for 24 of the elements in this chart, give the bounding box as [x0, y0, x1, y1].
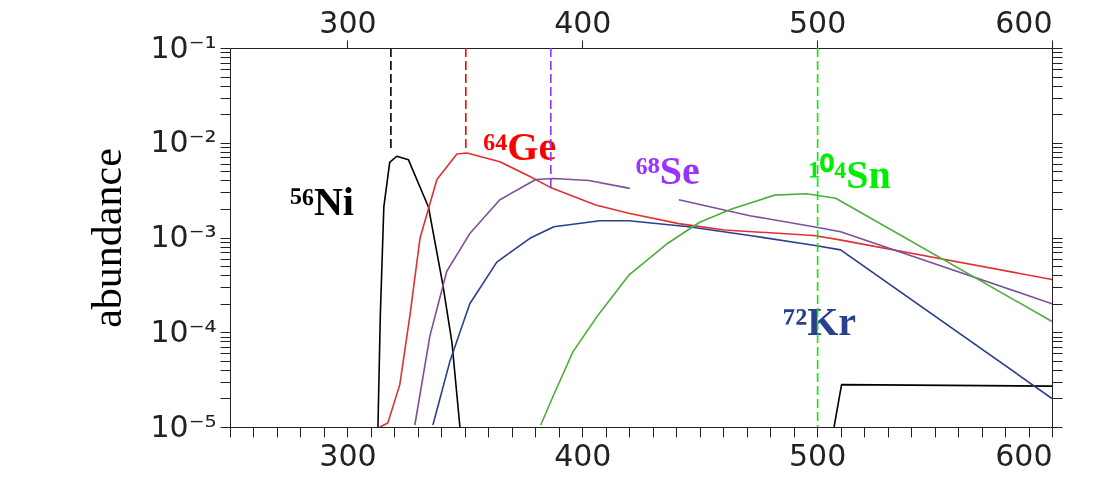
y-tick-label: 10⁻²	[150, 124, 217, 160]
y-tick-label: 10⁻³	[150, 219, 217, 254]
y-tick-label: 10⁻⁴	[150, 313, 217, 349]
series-label: ⁵⁶Ni	[289, 179, 354, 225]
x-tick-label: 400	[554, 4, 612, 40]
x2-tick-label: 500	[789, 437, 847, 473]
text: ⁶⁸Se	[635, 148, 700, 194]
x2-tick-label: 600	[995, 437, 1053, 473]
line-series	[678, 199, 1052, 305]
x-tick-label: 300	[319, 4, 377, 40]
y-tick-label: 10⁻¹	[150, 29, 217, 65]
series-label: ⁶⁴Ge	[483, 124, 557, 170]
x-tick-label: 500	[789, 4, 847, 40]
line-series	[539, 192, 1052, 426]
x2-tick-label: 400	[554, 437, 612, 473]
line-series	[377, 155, 461, 427]
x2-tick-label: 300	[319, 437, 377, 473]
y-tick-label: 10⁻⁵	[150, 408, 217, 444]
line-series	[414, 177, 631, 426]
y-axis-title: abundance	[84, 148, 131, 328]
line-series	[432, 220, 1052, 426]
series-label: ¹⁰⁴Sn	[808, 152, 891, 197]
series-label: ⁷²Kr	[783, 299, 857, 345]
x-tick-label: 600	[995, 4, 1053, 40]
